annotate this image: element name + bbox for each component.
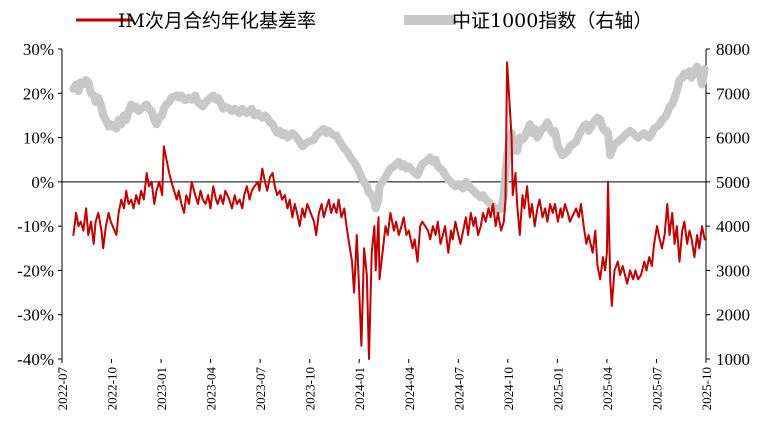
x-tick-label: 2023-04	[204, 367, 219, 411]
series-line-csi1000-index	[69, 62, 709, 215]
x-tick-label: 2024-04	[402, 367, 417, 411]
right-tick-label: 1000	[716, 350, 750, 369]
legend-label-basis: IM次月合约年化基差率	[118, 10, 316, 32]
x-tick-label: 2025-10	[699, 367, 714, 410]
right-tick-label: 6000	[716, 129, 750, 148]
x-tick-label: 2022-10	[105, 367, 120, 410]
x-tick-label: 2022-07	[55, 367, 70, 411]
left-tick-label: 30%	[23, 40, 54, 59]
x-tick-label: 2023-10	[303, 367, 318, 410]
left-tick-label: -40%	[17, 350, 54, 369]
x-tick-label: 2025-04	[600, 367, 615, 411]
legend-label-index: 中证1000指数（右轴）	[452, 10, 652, 32]
axes	[58, 48, 710, 363]
x-tick-label: 2024-07	[451, 367, 466, 411]
x-tick-label: 2024-01	[352, 367, 367, 410]
x-tick-label: 2024-10	[501, 367, 516, 410]
tick-labels: 30% 20% 10% 0% -10% -20% -30% -40% 8000 7000 6000 5…	[17, 40, 750, 410]
right-tick-label: 7000	[716, 84, 750, 103]
left-tick-label: 10%	[23, 129, 54, 148]
series-layer	[69, 61, 709, 360]
right-tick-label: 4000	[716, 217, 750, 236]
left-tick-label: -20%	[17, 261, 54, 280]
left-tick-label: -10%	[17, 217, 54, 236]
series-line-im-basis-rate	[72, 61, 706, 360]
left-tick-label: 20%	[23, 84, 54, 103]
x-tick-label: 2025-01	[550, 367, 565, 410]
right-tick-label: 5000	[716, 173, 750, 192]
x-tick-label: 2023-07	[253, 367, 268, 411]
right-tick-label: 3000	[716, 261, 750, 280]
right-tick-label: 2000	[716, 306, 750, 325]
x-tick-label: 2023-01	[154, 367, 169, 410]
right-tick-label: 8000	[716, 40, 750, 59]
legend: IM次月合约年化基差率 中证1000指数（右轴）	[76, 10, 652, 32]
x-tick-label: 2025-07	[649, 367, 664, 411]
left-tick-label: 0%	[31, 173, 54, 192]
left-tick-label: -30%	[17, 306, 54, 325]
